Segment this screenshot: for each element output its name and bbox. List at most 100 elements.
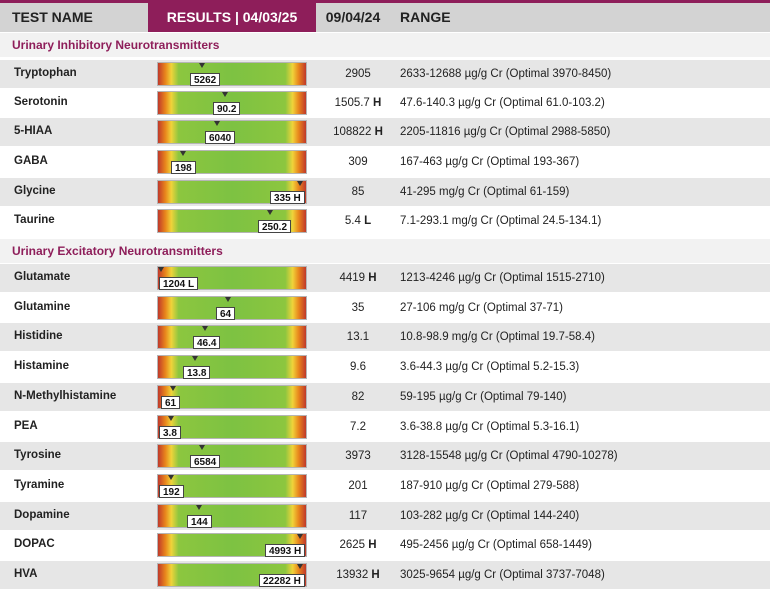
result-value: 198 [171,161,196,174]
result-marker-icon [192,356,198,361]
reference-range: 41-295 mg/g Cr (Optimal 61-159) [400,186,570,198]
result-range-bar: 6584 [157,444,307,468]
reference-range: 167-463 µg/g Cr (Optimal 193-367) [400,156,580,168]
result-value: 3.8 [159,426,181,439]
previous-value: 82 [351,391,365,403]
result-range-bar: 61 [157,385,307,409]
result-value: 13.8 [183,366,211,379]
previous-value: 108822 H [333,126,383,138]
result-value: 4993 H [265,544,306,557]
reference-range: 1213-4246 µg/g Cr (Optimal 1515-2710) [400,272,605,284]
result-marker-icon [199,445,205,450]
section-header: Urinary Inhibitory Neurotransmitters [0,33,770,57]
reference-range: 10.8-98.9 mg/g Cr (Optimal 19.7-58.4) [400,331,595,343]
result-marker-icon [170,386,176,391]
table-row: Tryptophan 5262 2905 2633-12688 µg/g Cr (Op… [0,60,770,88]
previous-value: 4419 H [339,272,377,284]
reference-range: 3025-9654 µg/g Cr (Optimal 3737-7048) [400,569,605,581]
previous-value: 2905 [345,68,371,80]
result-range-bar: 4993 H [157,533,307,557]
reference-range: 495-2456 µg/g Cr (Optimal 658-1449) [400,539,593,551]
table-row: Glutamine 64 35 27-106 mg/g Cr (Optimal 37-… [0,294,770,322]
result-marker-icon [196,505,202,510]
result-range-bar: 64 [157,296,307,320]
header-range: RANGE [400,9,451,25]
result-range-bar: 90.2 [157,91,307,115]
previous-value: 13.1 [346,331,370,343]
test-name: Histidine [14,330,63,342]
previous-flag: H [368,569,380,581]
result-marker-icon [297,534,303,539]
test-name: Tyramine [14,479,65,491]
table-row: Glutamate 1204 L 4419 H 1213-4246 µg/g Cr (… [0,264,770,292]
previous-flag: H [365,272,377,284]
test-name: Tryptophan [14,67,77,79]
reference-range: 103-282 µg/g Cr (Optimal 144-240) [400,510,580,522]
result-range-bar: 5262 [157,62,307,86]
result-marker-icon [222,92,228,97]
table-row: N-Methylhistamine 61 82 59-195 µg/g Cr (Opt… [0,383,770,411]
reference-range: 2633-12688 µg/g Cr (Optimal 3970-8450) [400,68,612,80]
result-marker-icon [297,564,303,569]
result-marker-icon [267,210,273,215]
result-marker-icon [158,267,164,272]
result-range-bar: 22282 H [157,563,307,587]
result-marker-icon [225,297,231,302]
table-row: Tyramine 192 201 187-910 µg/g Cr (Optimal 2… [0,472,770,500]
reference-range: 3.6-44.3 µg/g Cr (Optimal 5.2-15.3) [400,361,580,373]
result-value: 64 [216,307,236,320]
table-row: HVA 22282 H 13932 H 3025-9654 µg/g Cr (Opti… [0,561,770,589]
reference-range: 2205-11816 µg/g Cr (Optimal 2988-5850) [400,126,611,138]
test-name: PEA [14,420,38,432]
result-value: 6584 [190,455,221,468]
reference-range: 187-910 µg/g Cr (Optimal 279-588) [400,480,580,492]
test-name: N-Methylhistamine [14,390,117,402]
section-title: Urinary Inhibitory Neurotransmitters [12,38,220,52]
result-range-bar: 250.2 [157,209,307,233]
result-value: 335 H [270,191,305,204]
result-range-bar: 46.4 [157,325,307,349]
table-row: Glycine 335 H 85 41-295 mg/g Cr (Optimal 61… [0,178,770,206]
table-row: 5-HIAA 6040 108822 H 2205-11816 µg/g Cr (Op… [0,118,770,146]
result-value: 46.4 [193,336,221,349]
result-value: 250.2 [258,220,292,233]
result-marker-icon [214,121,220,126]
result-marker-icon [168,416,174,421]
table-row: PEA 3.8 7.2 3.6-38.8 µg/g Cr (Optimal 5.3-1… [0,413,770,441]
previous-value: 35 [351,302,365,314]
table-row: DOPAC 4993 H 2625 H 495-2456 µg/g Cr (Optim… [0,531,770,559]
result-marker-icon [199,63,205,68]
test-name: Glutamate [14,271,71,283]
result-marker-icon [180,151,186,156]
result-value: 192 [159,485,184,498]
reference-range: 3.6-38.8 µg/g Cr (Optimal 5.3-16.1) [400,421,580,433]
result-marker-icon [202,326,208,331]
table-header: TEST NAME RESULTS | 04/03/25 09/04/24 RA… [0,0,770,32]
reference-range: 7.1-293.1 mg/g Cr (Optimal 24.5-134.1) [400,215,602,227]
reference-range: 59-195 µg/g Cr (Optimal 79-140) [400,391,567,403]
previous-flag: H [365,539,377,551]
result-range-bar: 6040 [157,120,307,144]
result-value: 144 [187,515,212,528]
previous-value: 9.6 [350,361,366,373]
section-title: Urinary Excitatory Neurotransmitters [12,244,223,258]
test-name: DOPAC [14,538,55,550]
test-name: Glutamine [14,301,71,313]
result-value: 22282 H [259,574,305,587]
test-name: Serotonin [14,96,68,108]
result-value: 61 [161,396,181,409]
previous-value: 3973 [345,450,371,462]
table-row: Histidine 46.4 13.1 10.8-98.9 mg/g Cr (Opti… [0,323,770,351]
result-range-bar: 1204 L [157,266,307,290]
previous-value: 7.2 [350,421,366,433]
header-previous-date: 09/04/24 [325,9,381,25]
previous-flag: H [369,97,382,109]
previous-value: 13932 H [336,569,380,581]
header-accent-line [0,0,770,3]
result-marker-icon [168,475,174,480]
table-row: Tyrosine 6584 3973 3128-15548 µg/g Cr (Opti… [0,442,770,470]
test-name: GABA [14,155,48,167]
test-name: HVA [14,568,38,580]
previous-value: 309 [348,156,368,168]
test-name: 5-HIAA [14,125,53,137]
